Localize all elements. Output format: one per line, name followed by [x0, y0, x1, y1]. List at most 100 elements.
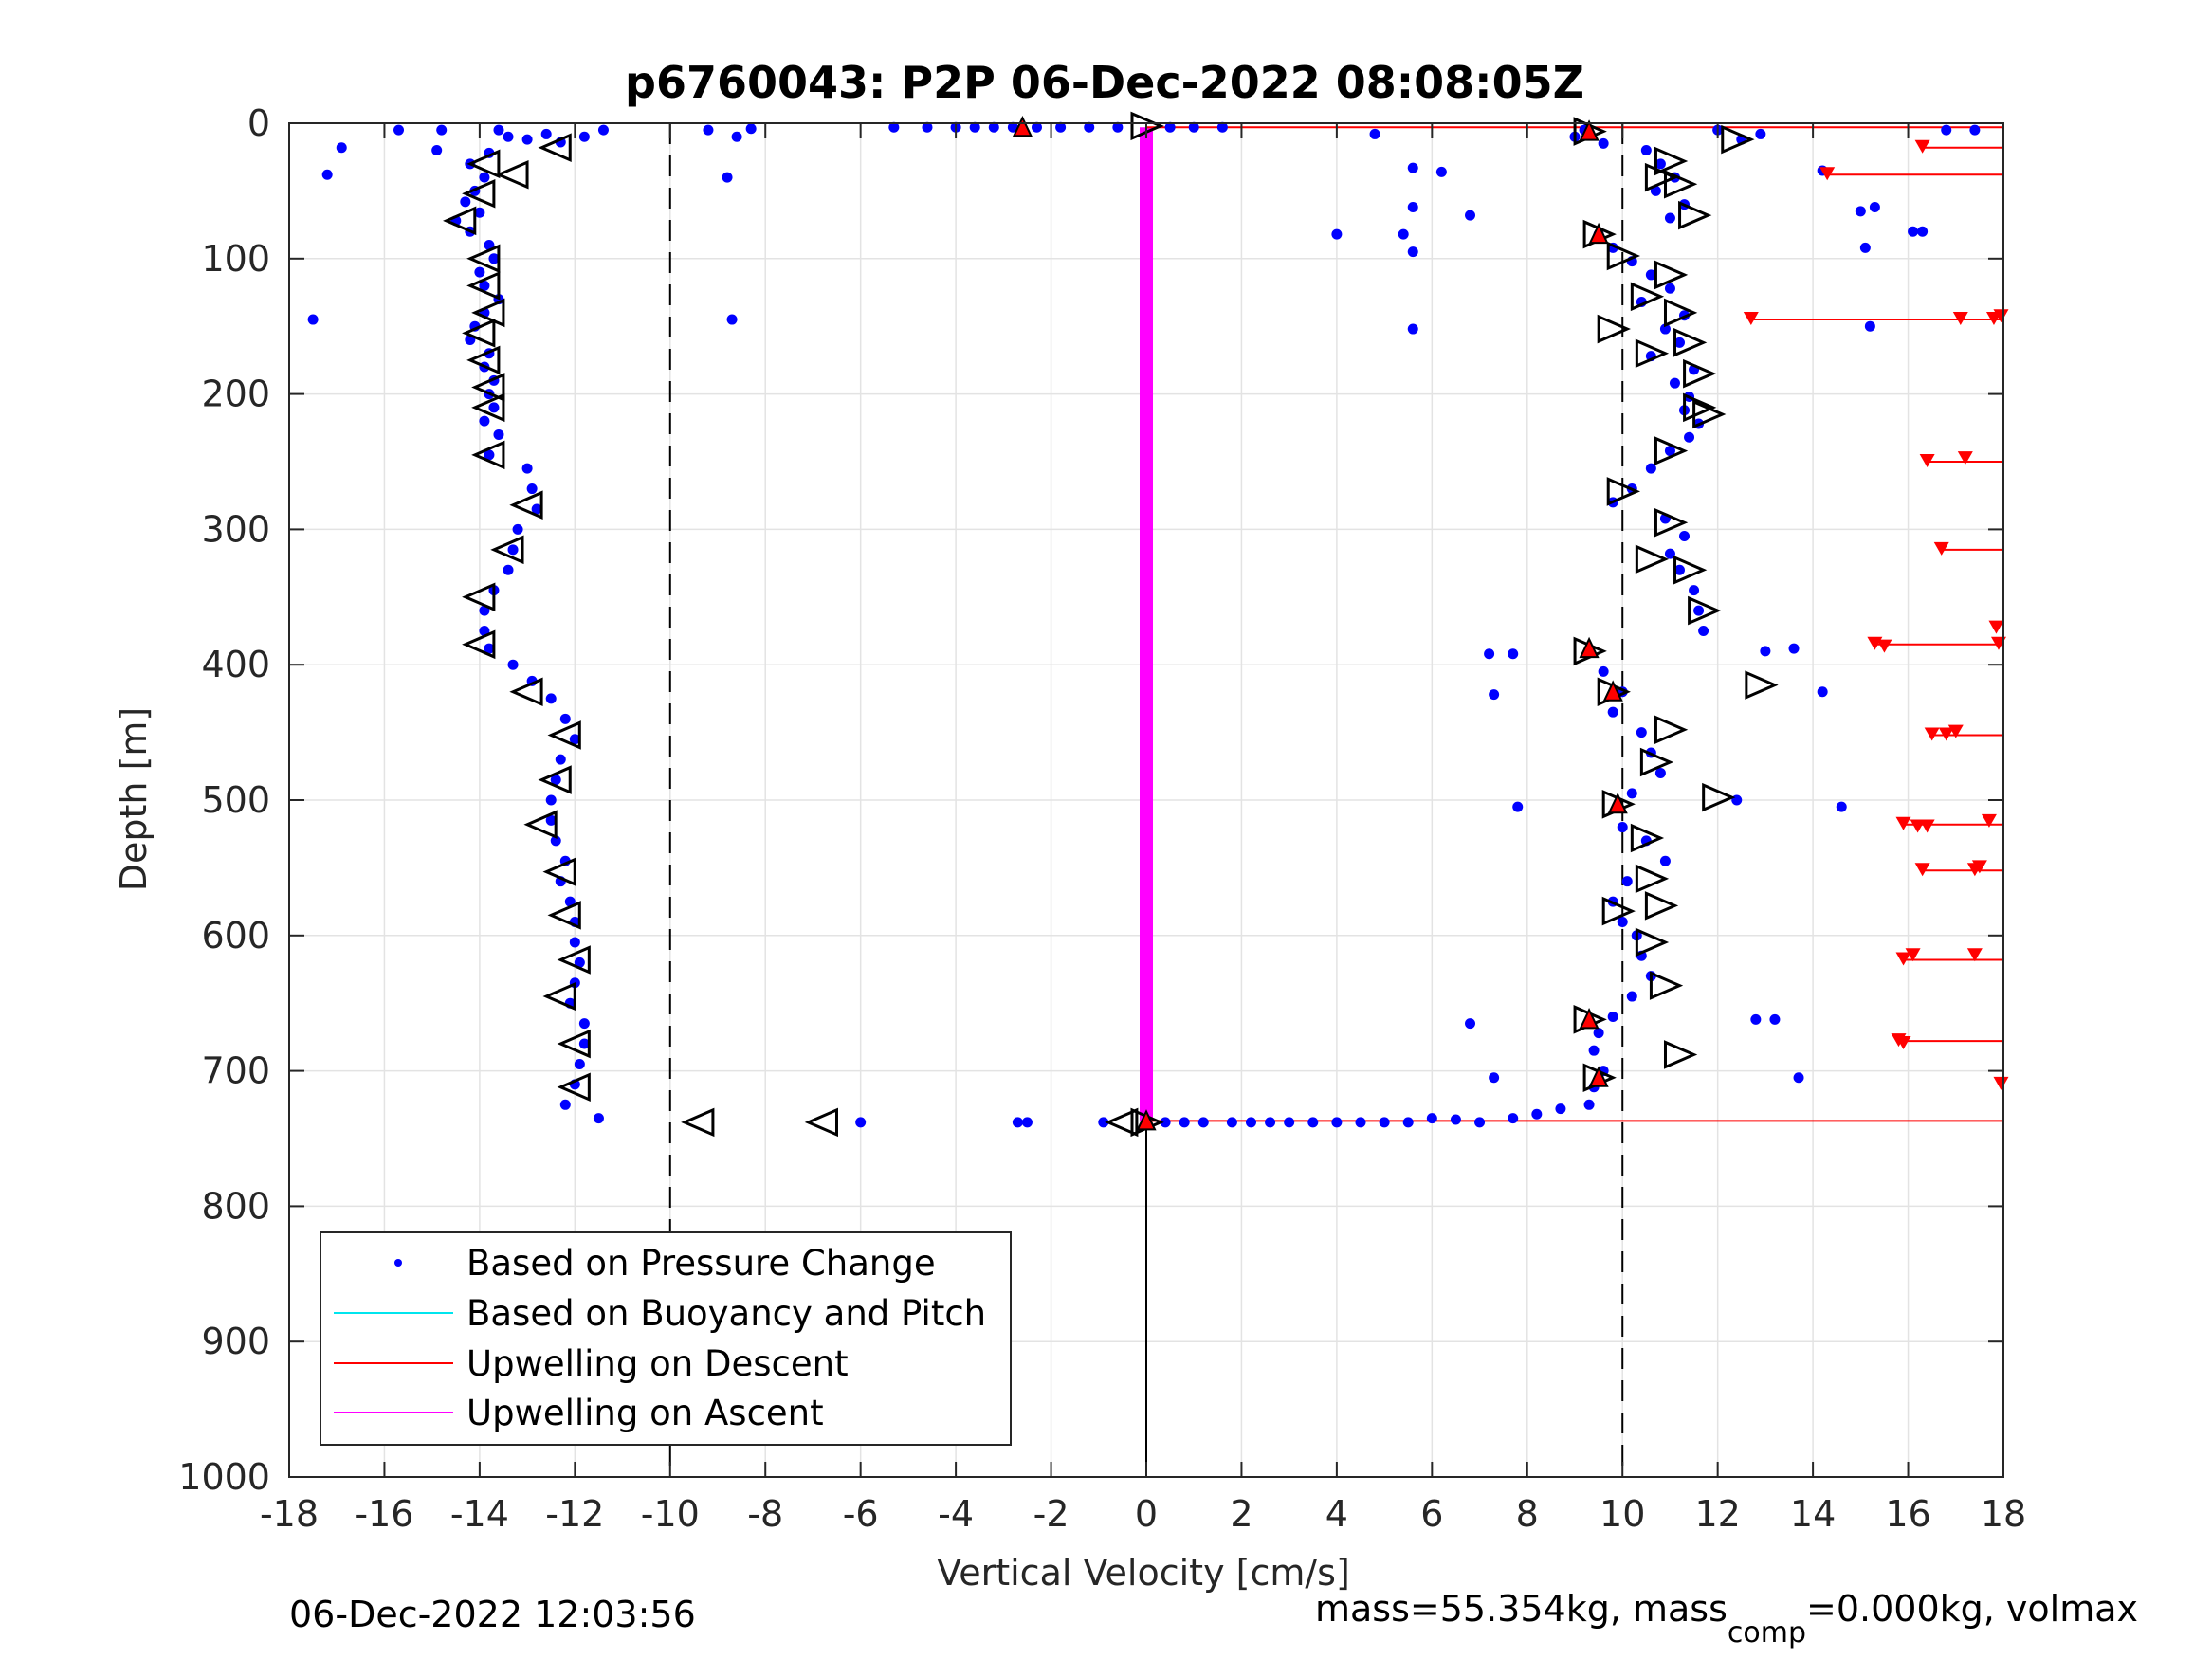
descent-marker: [1993, 309, 2009, 323]
bin-marker-right: [1635, 544, 1670, 574]
pressure-point: [1769, 1013, 1781, 1025]
mass-subscript: comp: [1728, 1616, 1806, 1650]
pressure-point: [578, 1038, 590, 1049]
pressure-point: [393, 124, 405, 136]
bin-marker-right: [1635, 927, 1670, 957]
pressure-point: [545, 814, 557, 826]
bin-marker-right: [1644, 891, 1679, 921]
pressure-point: [1645, 269, 1656, 281]
x-tick-label: 4: [1325, 1493, 1348, 1535]
data-layer: [307, 111, 2009, 1138]
pressure-point: [1659, 323, 1671, 335]
y-tick-labels: 0 100 200 300 400 500 600 700 800 900 1000: [178, 102, 270, 1498]
pressure-point: [479, 172, 490, 183]
bin-marker-left: [462, 319, 496, 348]
pressure-point: [1664, 548, 1675, 559]
descent-marker: [1588, 222, 1609, 245]
plot-border: [288, 122, 2004, 1478]
pressure-point: [521, 134, 533, 145]
pressure-point: [503, 131, 514, 142]
bin-marker-right: [1597, 314, 1631, 344]
pressure-point: [460, 196, 471, 208]
descent-marker: [1914, 139, 1930, 154]
pressure-point: [574, 957, 585, 968]
descent-marker: [1579, 1008, 1600, 1030]
bin-marker-right: [1663, 298, 1698, 328]
pressure-point: [1379, 1117, 1390, 1128]
pressure-point: [988, 121, 999, 133]
pressure-point: [1007, 121, 1018, 133]
descent-marker: [1910, 819, 1926, 833]
pressure-point: [1941, 124, 1952, 136]
pressure-point: [1331, 1117, 1343, 1128]
bin-marker-left: [471, 440, 505, 470]
pressure-point: [1369, 128, 1380, 139]
pressure-point: [1245, 1117, 1256, 1128]
pressure-point: [1055, 121, 1067, 133]
pressure-point: [703, 124, 714, 136]
descent-marker: [1966, 948, 1983, 962]
pressure-point: [436, 124, 448, 136]
bin-marker-right: [1702, 782, 1736, 812]
y-tick-label: 200: [201, 374, 270, 415]
pressure-point: [1216, 121, 1228, 133]
pressure-point: [1098, 1117, 1109, 1128]
bin-marker-left: [538, 765, 572, 794]
pressure-point: [1864, 320, 1875, 332]
pressure-point: [474, 207, 485, 218]
pressure-point: [1398, 228, 1409, 240]
pressure-point: [1788, 643, 1800, 654]
descent-marker: [1579, 119, 1600, 141]
bin-marker-right: [1654, 260, 1689, 290]
bin-marker-right: [1663, 169, 1698, 199]
pressure-point: [1512, 801, 1524, 812]
pressure-point: [1693, 605, 1705, 616]
bin-marker-left: [466, 244, 501, 274]
bin-marker-left: [443, 206, 477, 236]
pressure-point: [1012, 1117, 1023, 1128]
pressure-point: [1673, 337, 1685, 348]
x-tick-label: 2: [1230, 1493, 1252, 1535]
y-tick-label: 1000: [178, 1456, 270, 1498]
pressure-point: [569, 734, 580, 745]
pressure-point: [1617, 917, 1628, 928]
bin-marker-right: [1649, 971, 1684, 1000]
descent-marker: [1990, 636, 2006, 650]
pressure-point: [479, 280, 490, 291]
pressure-point: [336, 142, 347, 154]
mass-suffix: =0.000kg, volmax: [1806, 1588, 2138, 1630]
bin-marker-left: [466, 345, 501, 375]
x-tick-label: 14: [1790, 1493, 1836, 1535]
pressure-point: [479, 415, 490, 427]
x-tick-label: -4: [938, 1493, 974, 1535]
x-tick-label: 0: [1135, 1493, 1158, 1535]
y-tick-label: 400: [201, 644, 270, 685]
bin-marker-left: [471, 373, 505, 402]
pressure-point: [855, 1117, 867, 1128]
pressure-point: [493, 124, 504, 136]
pressure-point: [531, 503, 542, 515]
descent-marker: [1905, 948, 1921, 962]
pressure-point: [1684, 431, 1695, 443]
pressure-point: [593, 1113, 604, 1124]
pressure-point: [1265, 1117, 1276, 1128]
descent-marker: [1914, 863, 1930, 877]
bin-marker-left: [681, 1107, 715, 1138]
pressure-point: [1755, 128, 1766, 139]
legend-label-buoyancy: Based on Buoyancy and Pitch: [466, 1293, 986, 1334]
pressure-point: [1465, 210, 1476, 221]
x-tick-label: -16: [355, 1493, 413, 1535]
pressure-point: [307, 314, 319, 325]
pressure-point: [1450, 1114, 1461, 1125]
pressure-point: [1664, 446, 1675, 457]
pressure-point: [431, 145, 443, 156]
bin-marker-right: [1630, 282, 1665, 312]
pressure-point: [1407, 202, 1418, 213]
pressure-point: [574, 1058, 585, 1069]
pressure-point: [484, 449, 495, 461]
pressure-point: [1640, 145, 1652, 156]
bin-marker-right: [1654, 436, 1689, 465]
bin-marker-right: [1606, 477, 1640, 506]
pressure-point: [1669, 377, 1680, 389]
pressure-point: [1084, 121, 1095, 133]
